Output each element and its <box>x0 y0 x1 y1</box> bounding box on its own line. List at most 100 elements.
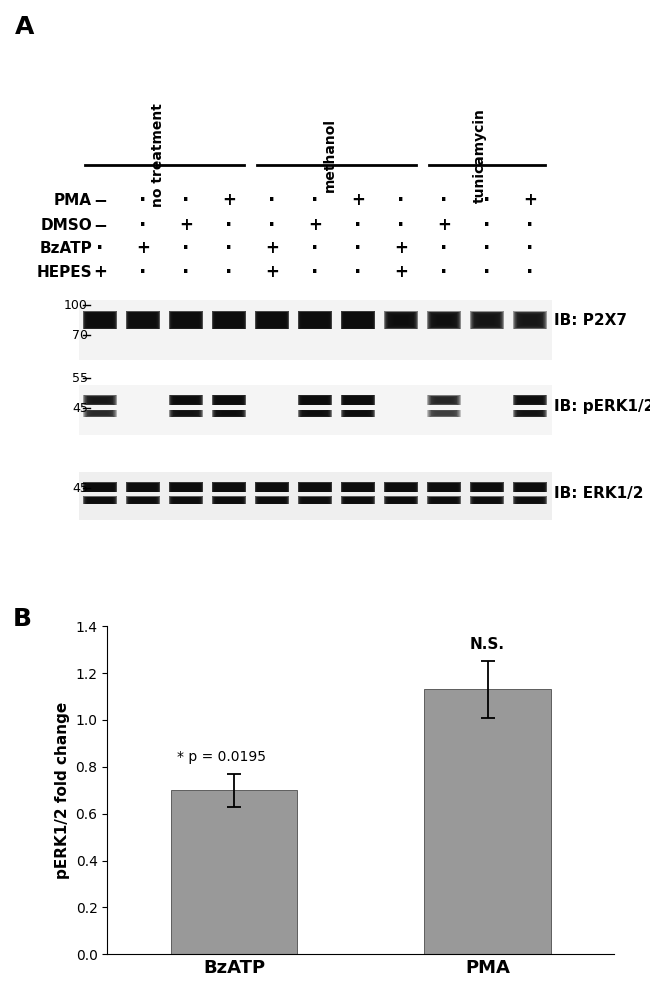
Bar <box>306 398 324 404</box>
Bar <box>432 411 456 416</box>
Bar <box>474 313 500 328</box>
Bar <box>385 482 417 492</box>
Bar <box>214 411 243 416</box>
Bar <box>515 411 545 416</box>
Bar <box>351 412 365 415</box>
Bar <box>349 412 367 415</box>
Bar <box>385 497 416 504</box>
Bar <box>427 311 462 329</box>
Bar <box>432 483 456 491</box>
Bar <box>255 482 288 492</box>
Bar <box>86 411 114 416</box>
Bar <box>92 412 108 415</box>
Bar <box>169 496 203 504</box>
Bar <box>218 397 240 404</box>
Bar <box>172 313 200 328</box>
Bar <box>216 313 242 327</box>
Bar <box>306 397 325 404</box>
Bar <box>474 497 500 504</box>
Bar <box>302 497 328 503</box>
Bar <box>344 497 372 504</box>
Bar <box>520 314 540 326</box>
Bar <box>259 497 285 503</box>
Bar <box>517 497 543 503</box>
Bar <box>263 498 281 503</box>
Bar <box>436 498 452 503</box>
Bar <box>519 397 541 404</box>
Text: ·: · <box>139 262 147 281</box>
Bar <box>513 311 547 329</box>
Bar <box>79 300 551 360</box>
Text: +: + <box>93 263 107 281</box>
Bar <box>298 410 332 417</box>
Bar <box>84 396 116 405</box>
Bar <box>174 497 198 503</box>
Bar <box>177 412 195 415</box>
Bar <box>131 484 155 491</box>
Bar <box>93 316 107 325</box>
Text: 70: 70 <box>72 329 88 342</box>
Bar <box>514 396 546 405</box>
Bar <box>127 483 159 492</box>
Bar <box>170 790 298 954</box>
Bar <box>83 496 117 504</box>
Bar <box>471 311 503 329</box>
Bar <box>343 497 373 504</box>
Bar <box>428 311 460 329</box>
Bar <box>133 314 153 326</box>
Text: A: A <box>15 15 34 39</box>
Bar <box>343 396 373 405</box>
Bar <box>351 485 365 490</box>
Bar <box>434 314 454 326</box>
Text: ·: · <box>484 262 491 281</box>
Bar <box>84 311 116 329</box>
Bar <box>84 483 115 492</box>
Bar <box>308 498 322 502</box>
Bar <box>389 497 413 503</box>
Bar <box>480 485 494 490</box>
Bar <box>218 484 240 491</box>
Bar <box>427 396 462 406</box>
Text: IB: ERK1/2: IB: ERK1/2 <box>554 486 643 501</box>
Bar <box>306 484 324 490</box>
Bar <box>212 410 246 417</box>
Text: +: + <box>351 191 365 209</box>
Bar <box>83 311 117 329</box>
Bar <box>519 314 541 326</box>
Bar <box>257 497 287 504</box>
Bar <box>84 497 115 504</box>
Bar <box>214 312 243 328</box>
Bar <box>473 497 501 504</box>
Bar <box>521 412 539 415</box>
Bar <box>436 412 452 415</box>
Bar <box>434 498 454 503</box>
Bar <box>434 411 454 415</box>
Bar <box>348 314 368 326</box>
Bar <box>300 483 330 492</box>
Bar <box>429 483 460 492</box>
Bar <box>172 397 200 405</box>
Bar <box>341 496 375 504</box>
Bar <box>135 498 151 503</box>
Bar <box>304 411 326 416</box>
Bar <box>213 410 245 416</box>
Bar <box>257 483 287 492</box>
Bar <box>300 411 330 416</box>
Bar <box>346 411 370 416</box>
Bar <box>347 397 369 404</box>
Bar <box>522 412 538 415</box>
Bar <box>351 316 365 325</box>
Bar <box>522 398 538 403</box>
Bar <box>170 497 202 504</box>
Bar <box>515 312 545 328</box>
Bar <box>220 484 238 490</box>
Bar <box>84 497 116 504</box>
Bar <box>429 312 460 328</box>
Bar <box>391 314 411 326</box>
Bar <box>86 483 114 491</box>
Bar <box>170 410 202 416</box>
Bar <box>470 311 504 329</box>
Bar <box>479 498 495 503</box>
Bar <box>219 498 239 503</box>
Bar <box>216 397 242 405</box>
